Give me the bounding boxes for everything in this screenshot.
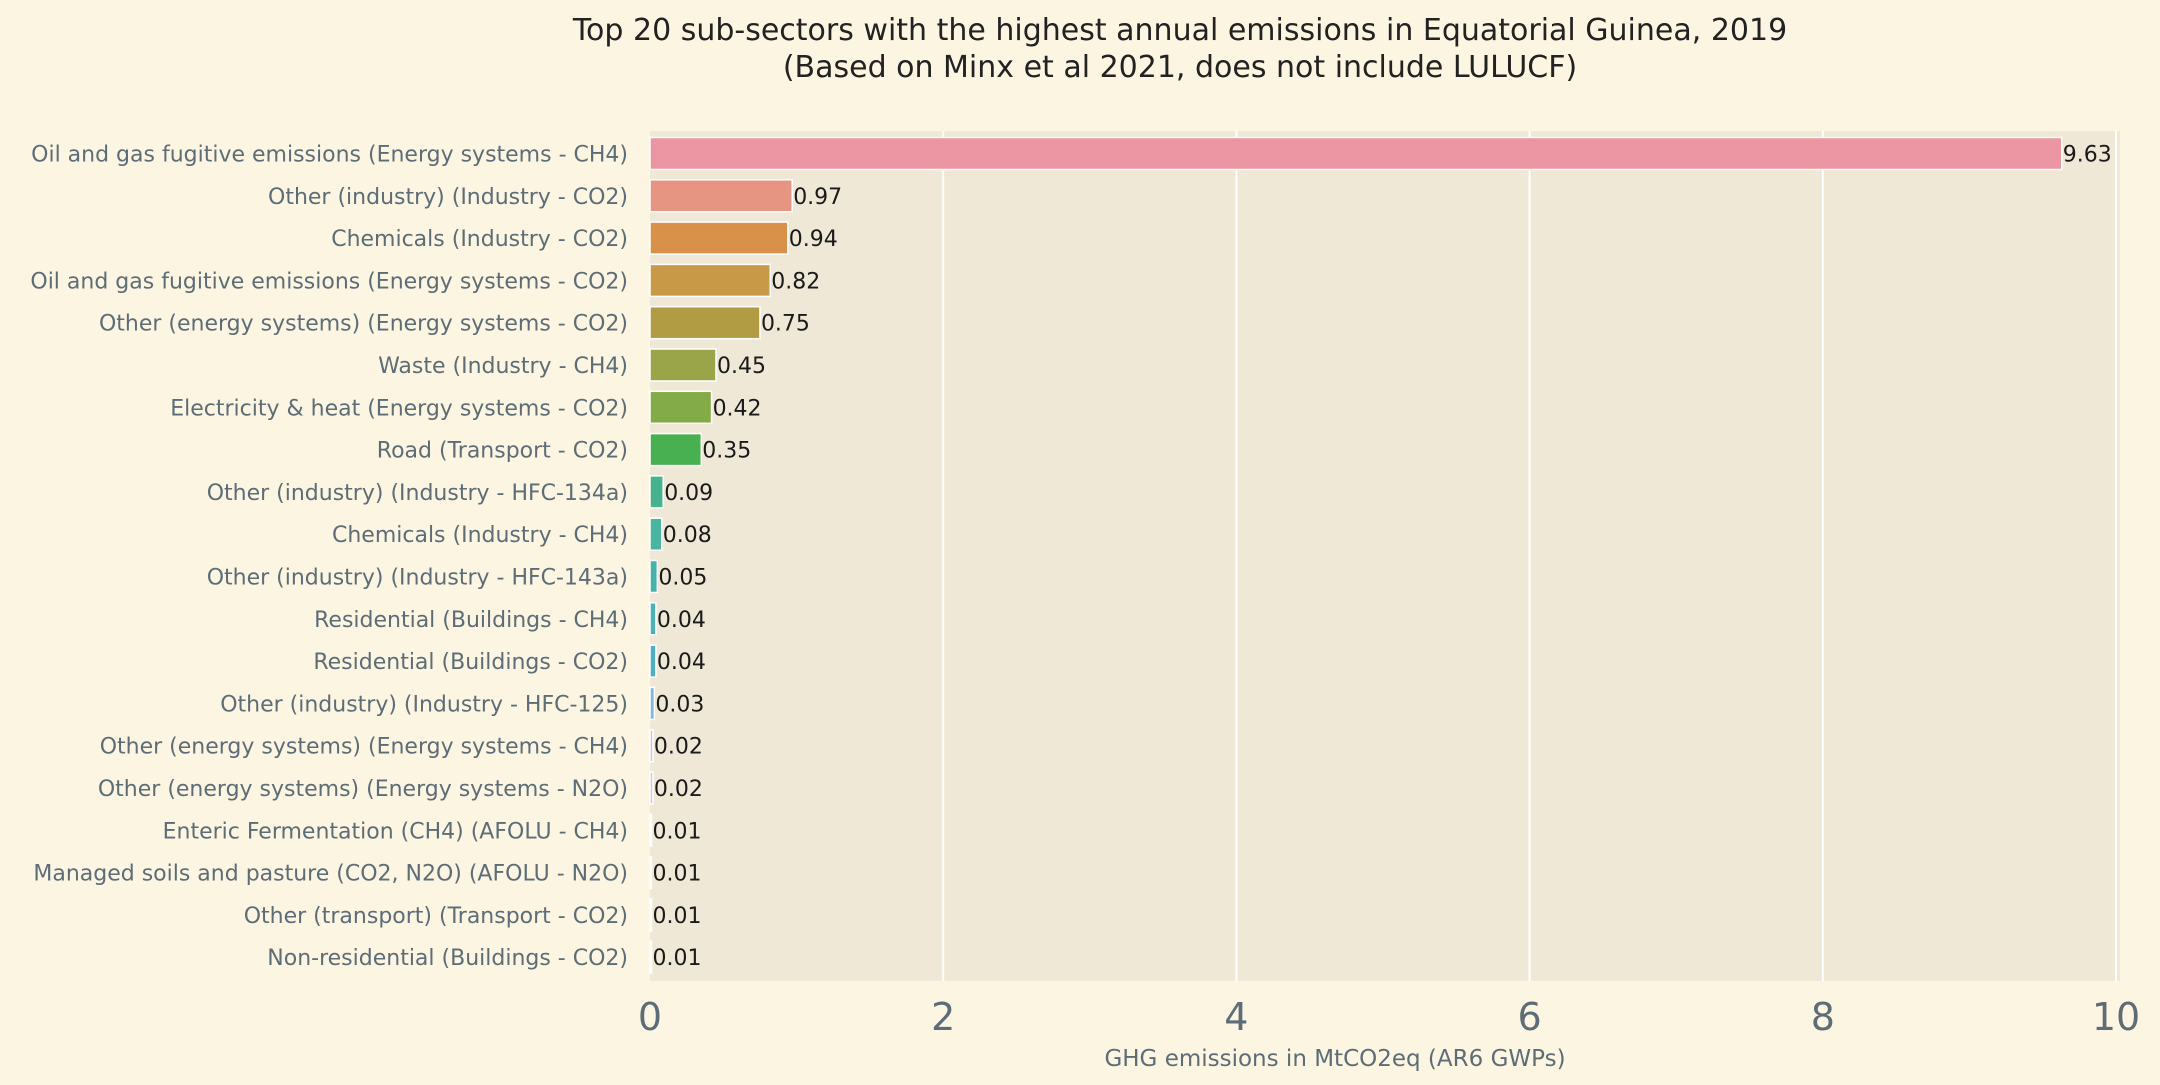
category-labels: Oil and gas fugitive emissions (Energy s… bbox=[30, 143, 628, 972]
category-label: Residential (Buildings - CO2) bbox=[313, 650, 628, 675]
bar bbox=[649, 432, 703, 467]
x-tick-label: 8 bbox=[1811, 995, 1835, 1039]
category-label: Oil and gas fugitive emissions (Energy s… bbox=[30, 269, 628, 294]
category-label: Enteric Fermentation (CH4) (AFOLU - CH4) bbox=[163, 819, 628, 844]
value-label: 0.75 bbox=[761, 312, 810, 337]
bar bbox=[649, 348, 717, 382]
value-labels: 9.63 0.97 0.94 0.82 0.75 0.45 0.42 0.35 0.09 0.08… bbox=[652, 143, 2111, 972]
plot-area bbox=[650, 131, 2120, 981]
bar bbox=[649, 686, 656, 721]
bar bbox=[649, 263, 771, 298]
category-label: Electricity & heat (Energy systems - CO2… bbox=[170, 396, 628, 421]
x-axis-ticks: 0 2 4 6 8 10 bbox=[638, 995, 2140, 1039]
category-label: Non-residential (Buildings - CO2) bbox=[267, 946, 628, 971]
chart-title: Top 20 sub-sectors with the highest annu… bbox=[572, 13, 1787, 48]
bar bbox=[649, 898, 653, 932]
value-label: 0.09 bbox=[664, 481, 713, 506]
bar bbox=[649, 813, 653, 848]
category-label: Road (Transport - CO2) bbox=[377, 439, 628, 464]
value-label: 0.42 bbox=[713, 396, 762, 421]
x-tick-label: 4 bbox=[1224, 995, 1248, 1039]
value-label: 0.45 bbox=[717, 354, 766, 379]
category-label: Chemicals (Industry - CH4) bbox=[332, 523, 628, 548]
value-label: 9.63 bbox=[2063, 143, 2112, 168]
category-label: Waste (Industry - CH4) bbox=[378, 354, 628, 379]
category-label: Other (industry) (Industry - CO2) bbox=[268, 185, 628, 210]
x-tick-label: 2 bbox=[931, 995, 955, 1039]
value-label: 0.82 bbox=[771, 269, 820, 294]
value-label: 0.08 bbox=[663, 523, 712, 548]
x-tick-label: 6 bbox=[1518, 995, 1542, 1039]
value-label: 0.05 bbox=[658, 566, 707, 591]
category-label: Other (energy systems) (Energy systems -… bbox=[98, 777, 628, 802]
value-label: 0.01 bbox=[652, 946, 701, 971]
value-label: 0.02 bbox=[654, 777, 703, 802]
category-label: Oil and gas fugitive emissions (Energy s… bbox=[31, 143, 628, 168]
value-label: 0.02 bbox=[654, 735, 703, 760]
bar bbox=[649, 855, 653, 890]
value-label: 0.01 bbox=[652, 904, 701, 929]
bar bbox=[649, 559, 659, 594]
category-label: Other (industry) (Industry - HFC-134a) bbox=[207, 481, 628, 506]
bar bbox=[649, 390, 713, 425]
gridlines bbox=[942, 131, 2117, 981]
value-label: 0.04 bbox=[657, 608, 706, 633]
category-label: Other (energy systems) (Energy systems -… bbox=[100, 735, 628, 760]
category-label: Other (energy systems) (Energy systems -… bbox=[99, 312, 628, 337]
x-tick-label: 0 bbox=[638, 995, 662, 1039]
value-label: 0.03 bbox=[655, 692, 704, 717]
bar bbox=[649, 602, 657, 636]
value-label: 0.97 bbox=[793, 185, 842, 210]
value-label: 0.01 bbox=[652, 819, 701, 844]
value-label: 0.04 bbox=[657, 650, 706, 675]
bar bbox=[649, 475, 664, 509]
bar bbox=[649, 644, 657, 678]
bar bbox=[649, 728, 654, 763]
bar bbox=[649, 771, 654, 805]
chart-subtitle: (Based on Minx et al 2021, does not incl… bbox=[783, 50, 1577, 85]
value-label: 0.94 bbox=[789, 227, 838, 252]
bar bbox=[649, 517, 663, 551]
bars bbox=[649, 136, 2063, 974]
category-label: Other (industry) (Industry - HFC-143a) bbox=[207, 566, 628, 591]
category-label: Residential (Buildings - CH4) bbox=[314, 608, 628, 633]
x-axis-title: GHG emissions in MtCO2eq (AR6 GWPs) bbox=[1104, 1046, 1565, 1072]
category-label: Other (transport) (Transport - CO2) bbox=[244, 904, 628, 929]
bar bbox=[649, 136, 2063, 171]
category-label: Managed soils and pasture (CO2, N2O) (AF… bbox=[33, 862, 628, 887]
x-tick-label: 10 bbox=[2092, 995, 2140, 1039]
value-label: 0.35 bbox=[702, 439, 751, 464]
value-label: 0.01 bbox=[652, 862, 701, 887]
bar bbox=[649, 179, 793, 213]
bar bbox=[649, 940, 653, 974]
category-label: Chemicals (Industry - CO2) bbox=[331, 227, 628, 252]
bar bbox=[649, 221, 789, 255]
category-label: Other (industry) (Industry - HFC-125) bbox=[220, 692, 628, 717]
bar bbox=[649, 305, 761, 340]
